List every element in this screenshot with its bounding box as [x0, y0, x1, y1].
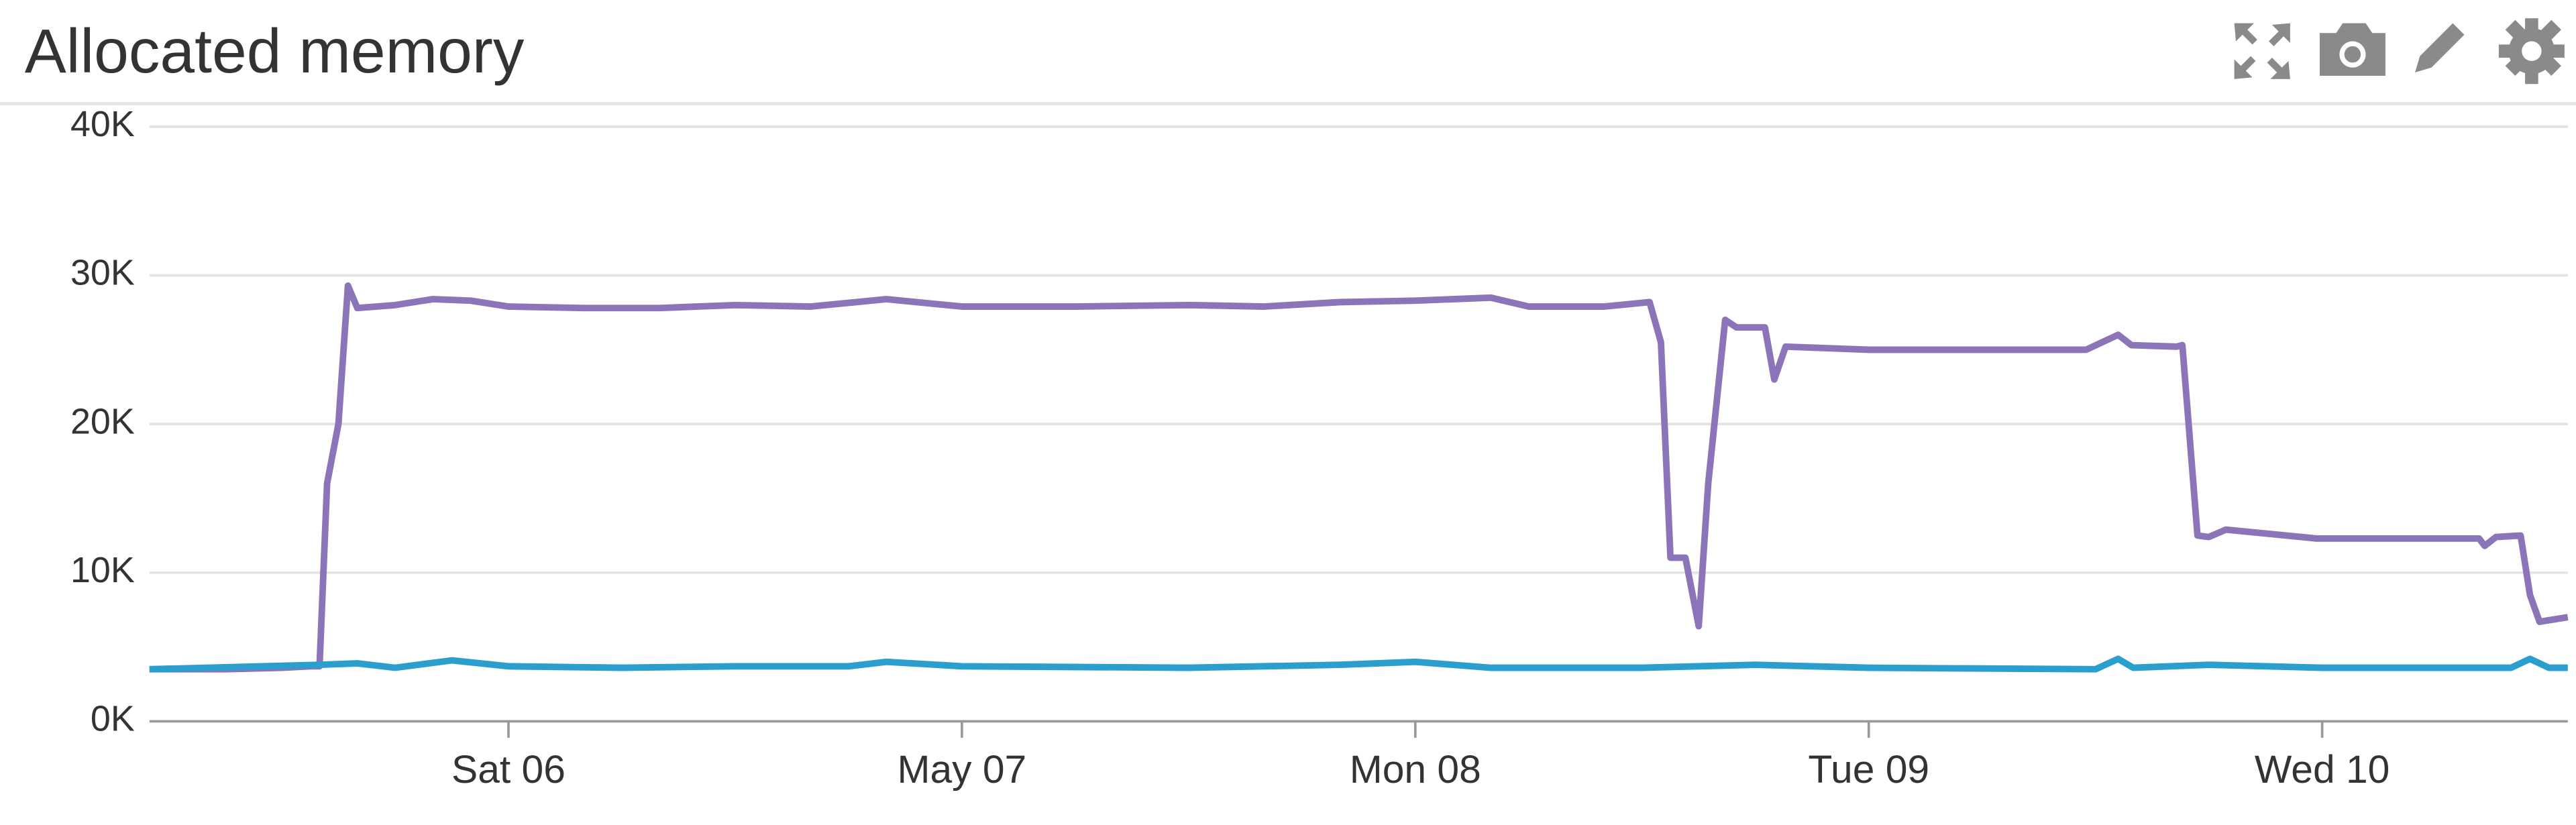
y-tick-label: 30K [70, 253, 135, 293]
series-line [149, 282, 2569, 673]
y-tick-label: 40K [70, 104, 135, 144]
x-tick-label: Wed 10 [2255, 748, 2390, 791]
x-tick-label: Mon 08 [1350, 748, 1481, 791]
camera-icon[interactable] [2319, 23, 2385, 76]
chart-title: Allocated memory [25, 16, 525, 86]
x-tick-label: Sat 06 [451, 748, 566, 791]
y-tick-label: 10K [70, 550, 135, 590]
x-tick-label: May 07 [898, 748, 1027, 791]
settings-icon[interactable] [2498, 18, 2565, 85]
edit-icon[interactable] [2415, 23, 2465, 73]
y-tick-label: 20K [70, 401, 135, 441]
series-line [149, 655, 2568, 673]
x-tick-label: Tue 09 [1808, 748, 1929, 791]
expand-icon[interactable] [2234, 23, 2290, 79]
y-tick-label: 0K [91, 699, 135, 739]
